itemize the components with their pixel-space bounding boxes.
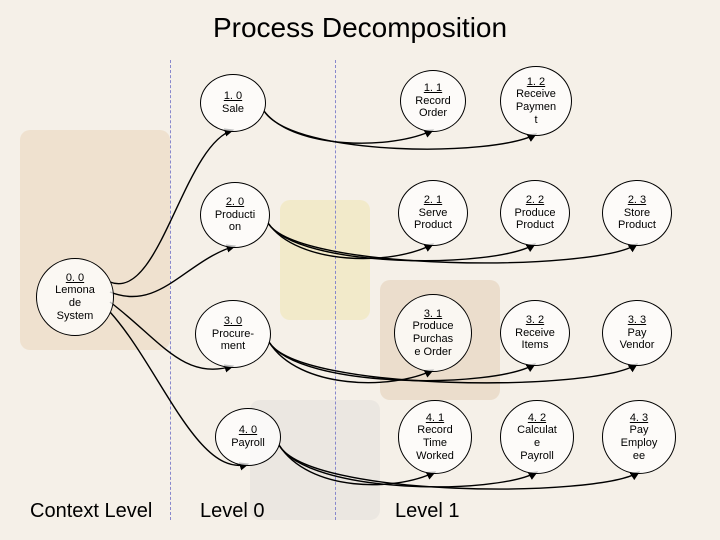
level-label: Level 0	[200, 500, 265, 523]
node-number: 1. 0	[222, 90, 244, 103]
node-label: RecordOrder	[415, 95, 450, 120]
node-label: Sale	[222, 103, 244, 115]
node-label: ReceivePayment	[516, 88, 556, 125]
node-number: 4. 1	[416, 412, 454, 425]
node-number: 4. 2	[517, 412, 557, 425]
node-label: PayEmployee	[621, 424, 658, 461]
node-2-0: 2. 0Production	[200, 182, 270, 248]
node-number: 1. 1	[415, 82, 450, 95]
node-2-1: 2. 1ServeProduct	[398, 180, 468, 246]
diagram-canvas: 0. 0LemonadeSystem 1. 0Sale 2. 0Production…	[0, 0, 720, 540]
node-label: LemonadeSystem	[55, 284, 95, 321]
node-number: 2. 0	[215, 196, 255, 209]
node-4-2: 4. 2CalculatePayroll	[500, 400, 574, 474]
node-label: StoreProduct	[618, 207, 656, 232]
node-number: 2. 2	[515, 194, 556, 207]
node-1-1: 1. 1RecordOrder	[400, 70, 466, 132]
node-number: 4. 3	[621, 412, 658, 425]
arc-1-0-to-1-2	[264, 111, 536, 149]
node-number: 3. 0	[212, 315, 254, 328]
node-label: Production	[215, 209, 255, 234]
node-4-0: 4. 0Payroll	[215, 408, 281, 466]
node-2-2: 2. 2ProduceProduct	[500, 180, 570, 246]
node-number: 0. 0	[55, 272, 95, 285]
node-4-3: 4. 3PayEmployee	[602, 400, 676, 474]
node-number: 4. 0	[231, 424, 265, 437]
node-label: PayVendor	[620, 327, 655, 352]
node-number: 3. 1	[413, 308, 454, 321]
node-3-3: 3. 3PayVendor	[602, 300, 672, 366]
node-label: Payroll	[231, 437, 265, 449]
level-divider	[170, 60, 171, 520]
node-label: ServeProduct	[414, 207, 452, 232]
node-label: ReceiveItems	[515, 327, 555, 352]
node-3-0: 3. 0Procure-ment	[195, 300, 271, 368]
node-number: 3. 2	[515, 314, 555, 327]
node-label: RecordTimeWorked	[416, 424, 454, 461]
level-divider	[335, 60, 336, 520]
bg-illustration	[280, 200, 370, 320]
node-2-3: 2. 3StoreProduct	[602, 180, 672, 246]
node-3-1: 3. 1ProducePurchase Order	[394, 294, 472, 372]
node-label: ProduceProduct	[515, 207, 556, 232]
node-0-0: 0. 0LemonadeSystem	[36, 258, 114, 336]
node-4-1: 4. 1RecordTimeWorked	[398, 400, 472, 474]
node-number: 1. 2	[516, 76, 556, 89]
level-label: Context Level	[30, 500, 152, 523]
node-3-2: 3. 2ReceiveItems	[500, 300, 570, 366]
node-number: 2. 1	[414, 194, 452, 207]
node-1-2: 1. 2ReceivePayment	[500, 66, 572, 136]
node-1-0: 1. 0Sale	[200, 74, 266, 132]
node-number: 2. 3	[618, 194, 656, 207]
node-label: ProducePurchase Order	[413, 320, 454, 357]
node-label: Procure-ment	[212, 328, 254, 353]
node-number: 3. 3	[620, 314, 655, 327]
node-label: CalculatePayroll	[517, 424, 557, 461]
level-label: Level 1	[395, 500, 460, 523]
